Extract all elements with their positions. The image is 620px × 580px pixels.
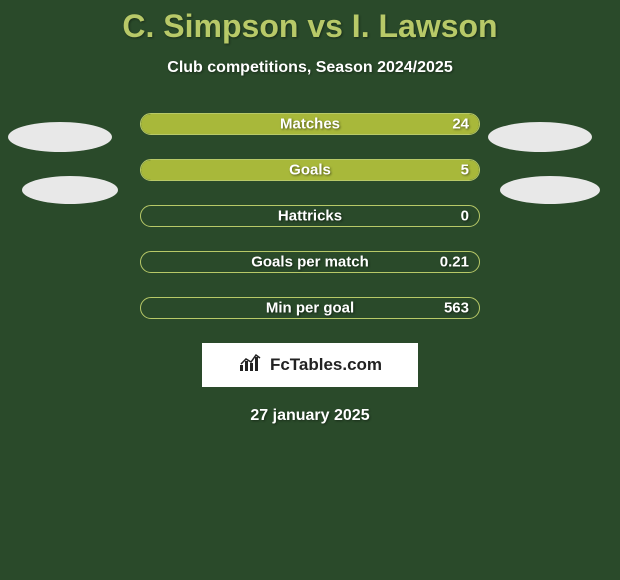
stat-row: Goals per match 0.21: [0, 251, 620, 273]
stat-label: Min per goal: [266, 300, 354, 317]
stat-label: Goals: [289, 162, 331, 179]
stat-label: Matches: [280, 116, 340, 133]
subtitle: Club competitions, Season 2024/2025: [0, 59, 620, 77]
placeholder-ellipse: [8, 122, 112, 152]
stat-row: Min per goal 563: [0, 297, 620, 319]
date-line: 27 january 2025: [0, 407, 620, 425]
page-title: C. Simpson vs I. Lawson: [0, 0, 620, 45]
placeholder-ellipse: [22, 176, 118, 204]
footer-brand-text: FcTables.com: [270, 355, 382, 375]
stat-row: Hattricks 0: [0, 205, 620, 227]
placeholder-ellipse: [488, 122, 592, 152]
bar-track: Goals per match 0.21: [140, 251, 480, 273]
bar-track: Goals 5: [140, 159, 480, 181]
placeholder-ellipse: [500, 176, 600, 204]
footer-badge: FcTables.com: [202, 343, 418, 387]
stat-value: 24: [452, 116, 469, 133]
stat-value: 563: [444, 300, 469, 317]
stat-label: Goals per match: [251, 254, 369, 271]
bar-track: Min per goal 563: [140, 297, 480, 319]
stat-value: 0.21: [440, 254, 469, 271]
bar-track: Hattricks 0: [140, 205, 480, 227]
stat-value: 0: [461, 208, 469, 225]
chart-icon: [238, 353, 264, 378]
bar-track: Matches 24: [140, 113, 480, 135]
stat-value: 5: [461, 162, 469, 179]
stat-label: Hattricks: [278, 208, 342, 225]
